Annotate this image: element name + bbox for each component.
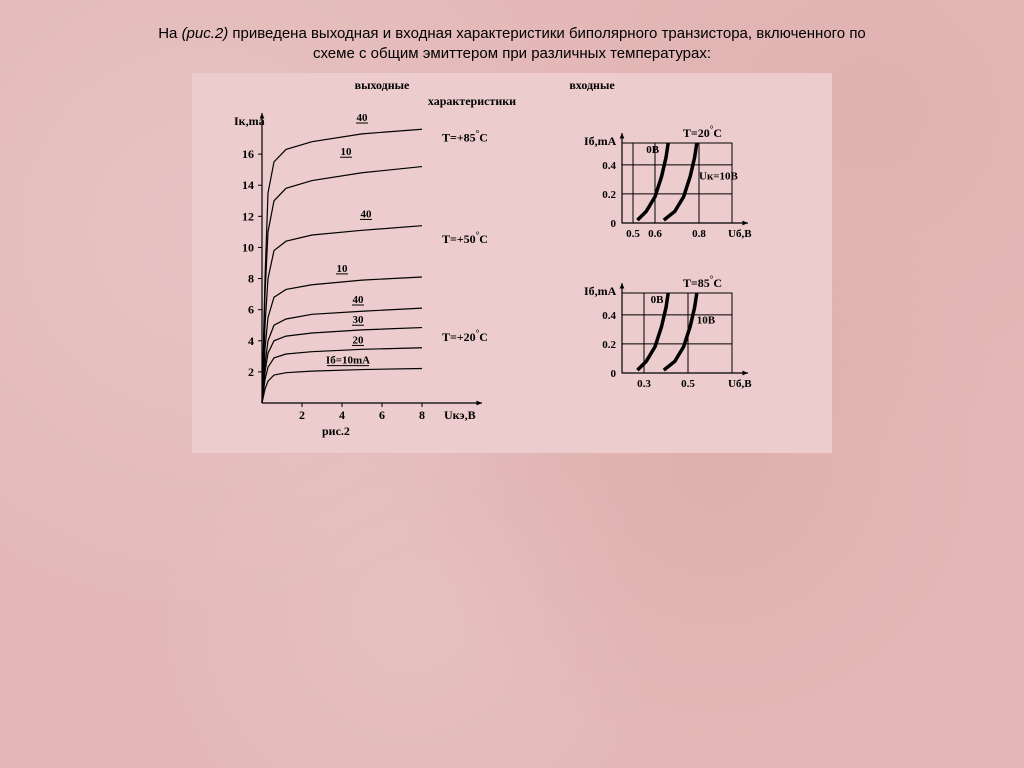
input-xlabel: Uб,B [728, 228, 752, 240]
output-xlabel: Uкэ,B [444, 408, 476, 422]
output-temp-label: T=+85°C [442, 128, 488, 144]
output-curve-label: 10 [337, 262, 349, 274]
output-curve-label: Iб=10mA [326, 354, 370, 366]
output-curve [262, 277, 422, 403]
output-ytick: 2 [248, 364, 254, 378]
input-ylabel: Iб,mA [584, 284, 617, 298]
input-xlabel: Uб,B [728, 378, 752, 390]
input-ytick: 0 [611, 368, 617, 380]
input-ylabel: Iб,mA [584, 134, 617, 148]
input-ytick: 0.2 [602, 188, 616, 200]
output-ytick: 14 [242, 178, 254, 192]
title-sub: характеристики [428, 94, 516, 108]
input-ytick: 0.4 [602, 309, 616, 321]
input-ytick: 0.4 [602, 159, 616, 171]
input-curve [664, 143, 697, 220]
output-figlabel: рис.2 [322, 424, 350, 438]
input-xtick: 0.3 [637, 378, 651, 390]
output-ytick: 6 [248, 302, 254, 316]
caption-ref: (рис.2) [182, 25, 229, 42]
title-input: входные [569, 78, 615, 92]
output-ytick: 4 [248, 333, 254, 347]
output-curve [262, 225, 422, 402]
output-curve [262, 166, 422, 402]
input-ytick: 0.2 [602, 338, 616, 350]
input-temp-label: T=85°C [683, 274, 722, 290]
diagram-area: выходные входные характеристики 2 4 6 8 10 12 14 1… [192, 73, 832, 453]
output-xtick: 2 [299, 408, 305, 422]
output-temp-label: T=+20°C [442, 327, 488, 343]
output-curve-label: 40 [357, 112, 369, 124]
input-xtick: 0.8 [692, 228, 706, 240]
input-curve [664, 293, 697, 370]
input-curve-label: 10B [697, 314, 716, 326]
page-caption: На (рис.2) приведена выходная и входная … [0, 0, 1024, 65]
output-ytick: 16 [242, 147, 254, 161]
output-curve-label: 40 [353, 294, 365, 306]
input-ytick: 0 [611, 218, 617, 230]
title-output: выходные [355, 78, 410, 92]
input-xtick: 0.5 [626, 228, 640, 240]
input-temp-label: T=20°C [683, 124, 722, 140]
output-xtick: 6 [379, 408, 385, 422]
output-curve [262, 368, 422, 403]
caption-line2: схеме с общим эмиттером при различных те… [313, 45, 711, 62]
output-curve-label: 40 [361, 208, 373, 220]
input-xtick: 0.5 [681, 378, 695, 390]
output-curve-label: 30 [353, 314, 365, 326]
caption-line1: приведена выходная и входная характерист… [228, 25, 866, 42]
output-ytick: 10 [242, 240, 254, 254]
input-xtick: 0.6 [648, 228, 662, 240]
output-curve-label: 20 [353, 334, 365, 346]
input-curve-label: 0B [651, 294, 665, 306]
input-curve-label: 0B [646, 144, 660, 156]
output-ylabel: Iк,ma [234, 114, 265, 128]
output-xtick: 4 [339, 408, 345, 422]
input-curve-label: Uк=10B [699, 170, 739, 182]
output-xtick: 8 [419, 408, 425, 422]
output-ytick: 8 [248, 271, 254, 285]
output-ytick: 12 [242, 209, 254, 223]
output-temp-label: T=+50°C [442, 229, 488, 245]
caption-prefix: На [158, 25, 181, 42]
output-curve-label: 10 [341, 146, 353, 158]
diagram-svg: выходные входные характеристики 2 4 6 8 10 12 14 1… [192, 73, 832, 453]
